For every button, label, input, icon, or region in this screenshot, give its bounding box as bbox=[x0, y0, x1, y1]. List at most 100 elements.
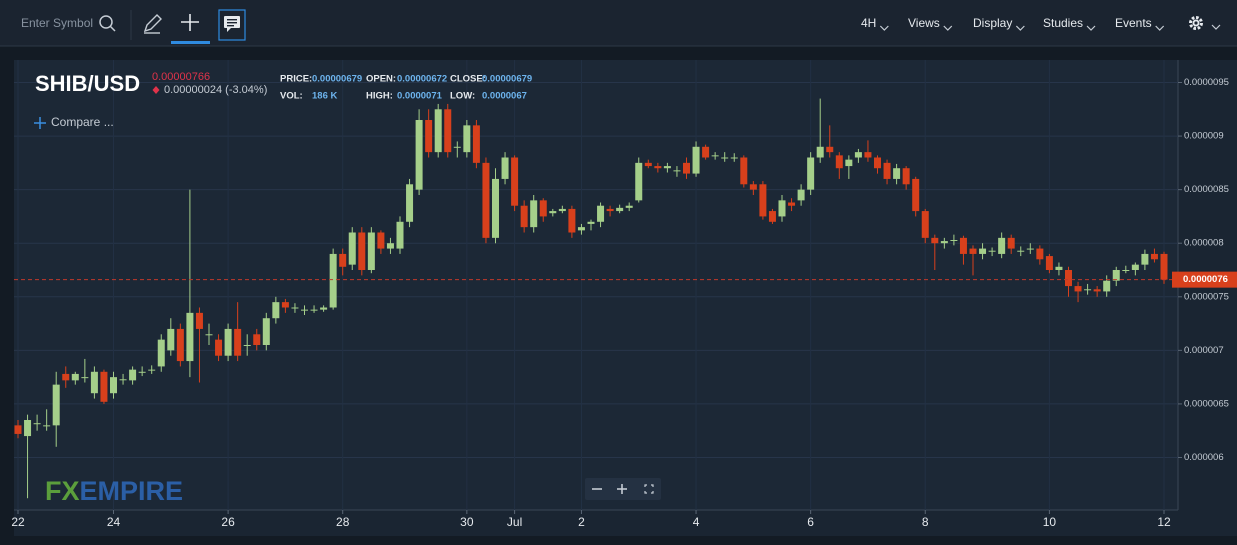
candle-body bbox=[1141, 253, 1149, 265]
candle-body bbox=[807, 157, 815, 190]
menu-chevron[interactable] bbox=[943, 25, 953, 31]
candle-body bbox=[129, 369, 137, 381]
candle-body bbox=[157, 339, 165, 367]
candle-body bbox=[1045, 256, 1053, 270]
candle-body bbox=[692, 146, 700, 174]
compare[interactable]: Compare ... bbox=[51, 115, 114, 129]
candle-body bbox=[415, 120, 423, 190]
candle-body bbox=[768, 211, 776, 222]
candle-body bbox=[1103, 280, 1111, 292]
crosshair-icon[interactable] bbox=[181, 14, 199, 31]
candle-body bbox=[711, 155, 719, 157]
candle-body bbox=[205, 334, 213, 336]
candle-body bbox=[940, 241, 948, 244]
candle-body bbox=[959, 237, 967, 254]
menu-chevron[interactable] bbox=[1155, 25, 1165, 31]
search-icon[interactable] bbox=[99, 15, 116, 32]
candle-body bbox=[52, 384, 60, 426]
info-label: HIGH: bbox=[366, 91, 393, 102]
candle-body bbox=[988, 250, 996, 252]
candle-body bbox=[1084, 289, 1092, 291]
x-tick-label: 22 bbox=[11, 515, 25, 529]
candle-body bbox=[71, 373, 79, 381]
candle-body bbox=[1055, 266, 1063, 270]
candle-body bbox=[606, 208, 614, 212]
menu-item[interactable]: Studies bbox=[1043, 16, 1083, 30]
candle-body bbox=[348, 232, 356, 265]
x-tick-label: 24 bbox=[107, 515, 121, 529]
last-price: 0.00000766 bbox=[152, 71, 210, 83]
candle-body bbox=[740, 157, 748, 185]
menus: 4H Views Display Studies Events bbox=[861, 16, 1165, 31]
menu-chevron[interactable] bbox=[879, 25, 889, 31]
watermark-empire: EMPIRE bbox=[80, 476, 184, 506]
candle-body bbox=[1074, 286, 1082, 292]
menu-item[interactable]: Display bbox=[973, 16, 1012, 30]
menu-item[interactable]: Views bbox=[908, 16, 940, 30]
candle-body bbox=[1017, 250, 1025, 252]
menu-chevron[interactable] bbox=[1015, 25, 1025, 31]
candle-body bbox=[444, 109, 452, 153]
compare-icon[interactable] bbox=[34, 117, 46, 129]
settings-chevron[interactable] bbox=[1211, 24, 1221, 30]
candle-body bbox=[530, 200, 538, 228]
info-value: 186 K bbox=[312, 91, 337, 102]
draw-icon[interactable] bbox=[143, 14, 162, 34]
zoom-in[interactable] bbox=[617, 484, 627, 494]
candle-body bbox=[195, 312, 203, 329]
y-tick-label: 0.000009 bbox=[1184, 131, 1224, 142]
candle-body bbox=[654, 166, 662, 169]
candle-body bbox=[291, 307, 299, 309]
candle-body bbox=[625, 205, 633, 208]
candle-body bbox=[816, 146, 824, 158]
candle-body bbox=[1093, 289, 1101, 292]
interval[interactable]: 4H bbox=[861, 16, 876, 30]
price-change: 0.00000024 (-3.04%) bbox=[164, 84, 267, 96]
candle-body bbox=[43, 425, 51, 427]
labels: 0.0000095 0.000009 0.0000085 0.000008 0.0000… bbox=[11, 77, 1237, 529]
candle-body bbox=[644, 162, 652, 167]
candle-body bbox=[262, 318, 270, 345]
fullscreen[interactable] bbox=[644, 484, 654, 494]
candle-body bbox=[1026, 248, 1034, 250]
symbol-input[interactable]: Enter Symbol bbox=[21, 16, 93, 30]
candle-body bbox=[386, 243, 394, 249]
candle-body bbox=[635, 162, 643, 201]
candle-body bbox=[950, 240, 958, 241]
candle-body bbox=[854, 152, 862, 158]
candle-body bbox=[702, 146, 710, 158]
last-price-label: 0.0000076 bbox=[1183, 274, 1228, 285]
menu-item[interactable]: Events bbox=[1115, 16, 1152, 30]
candle-body bbox=[577, 227, 585, 231]
info-value: 0.00000672 bbox=[397, 74, 447, 85]
y-tick-label: 0.000007 bbox=[1184, 345, 1224, 356]
candle-body bbox=[367, 232, 375, 270]
menu-chevron[interactable] bbox=[1086, 25, 1096, 31]
candle-body bbox=[1036, 248, 1044, 260]
candle-body bbox=[864, 152, 872, 158]
candle-body bbox=[759, 184, 767, 217]
news-button[interactable] bbox=[218, 9, 246, 41]
settings-icon[interactable] bbox=[1189, 16, 1203, 30]
candle-body bbox=[969, 248, 977, 254]
y-tick-label: 0.0000065 bbox=[1184, 398, 1229, 409]
grid bbox=[14, 60, 1178, 510]
candle-body bbox=[148, 369, 156, 371]
zoom-controls[interactable] bbox=[585, 478, 661, 500]
candle-body bbox=[874, 157, 881, 169]
candle-body bbox=[826, 146, 834, 153]
candle-body bbox=[272, 302, 280, 319]
candle-body bbox=[339, 253, 347, 267]
info-label: LOW: bbox=[450, 91, 475, 102]
candle-body bbox=[568, 208, 576, 233]
candle-body bbox=[788, 202, 796, 206]
candle-body bbox=[425, 120, 433, 153]
info-value: 0.00000679 bbox=[312, 74, 362, 85]
candle-body bbox=[721, 157, 729, 159]
toolbar bbox=[0, 0, 1237, 46]
active-underline bbox=[171, 41, 210, 44]
watermark: FXEMPIRE bbox=[45, 476, 183, 506]
candle-body bbox=[243, 345, 251, 346]
